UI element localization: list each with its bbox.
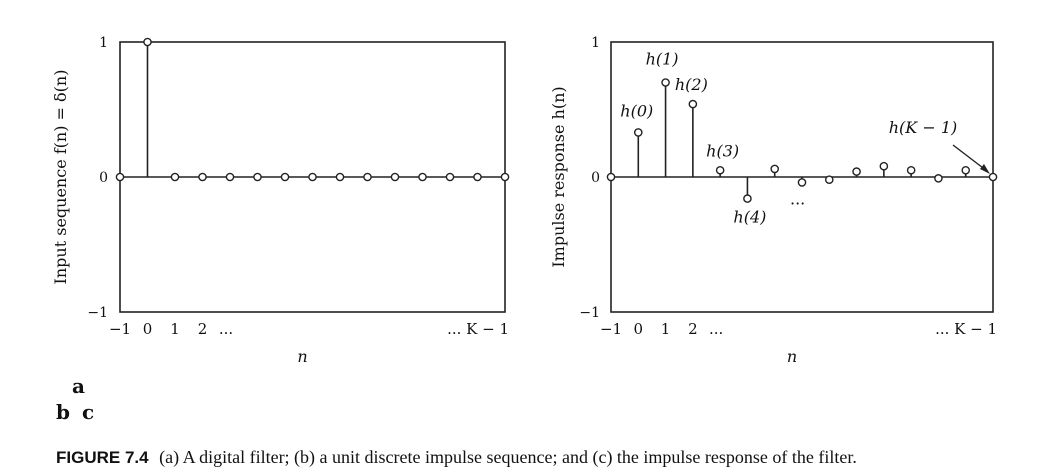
y-tick-label: 1 (99, 35, 108, 51)
stem-marker (253, 172, 262, 182)
stem-marker (606, 172, 616, 182)
arrow-head (980, 164, 990, 174)
y-axis-label: Impulse response h(n) (549, 86, 568, 267)
x-tick-label: 1 (170, 320, 180, 338)
x-tick-label: 2 (198, 320, 208, 338)
stem-marker (770, 164, 780, 174)
x-axis-label: n (297, 347, 307, 366)
stem-marker (335, 172, 345, 182)
stem-marker (688, 99, 698, 109)
stem-marker (934, 174, 943, 183)
panel-label-a: a (72, 374, 85, 398)
y-tick-label: −1 (87, 305, 108, 321)
stem-marker (879, 161, 889, 171)
stem-marker (824, 175, 834, 184)
stem-marker (143, 37, 152, 47)
stem-marker (390, 172, 400, 182)
x-tick-label: ... K − 1 (447, 320, 509, 338)
y-tick-label: 0 (591, 170, 600, 186)
x-tick-label: −1 (600, 320, 622, 338)
annotation-label: h(4) (733, 208, 766, 227)
x-tick-label: −1 (109, 320, 131, 338)
annotation-label: h(3) (706, 141, 739, 160)
x-tick-label: 1 (661, 320, 671, 338)
stem-marker (170, 172, 180, 182)
annotation-label: h(0) (620, 101, 653, 120)
x-tick-label: ... K − 1 (935, 320, 997, 338)
stem-marker (661, 78, 670, 87)
x-axis-label: n (787, 347, 797, 366)
stem-marker (115, 172, 125, 182)
stem-marker (743, 194, 752, 203)
y-tick-label: 0 (99, 170, 108, 186)
stem-marker (797, 178, 807, 187)
stem-marker (633, 128, 643, 137)
stem-marker (906, 165, 916, 175)
stem-marker (715, 165, 725, 175)
y-tick-label: 1 (591, 35, 600, 51)
panel-label-b: b (56, 400, 70, 424)
stem-marker (308, 172, 317, 182)
x-tick-label: ... (709, 320, 723, 338)
stem-marker (280, 172, 290, 182)
stem-marker (988, 172, 998, 182)
x-tick-label: 2 (688, 320, 698, 338)
stem-marker (418, 172, 427, 182)
annotation-label: h(K − 1) (889, 118, 958, 137)
y-tick-label: −1 (579, 305, 600, 321)
annotation-label: h(1) (646, 50, 679, 69)
annotation-label: h(2) (675, 75, 708, 94)
y-axis-label: Input sequence f(n) = δ(n) (51, 70, 70, 285)
stem-marker (445, 172, 455, 182)
x-tick-label: 0 (143, 320, 153, 338)
stem-marker (198, 172, 207, 182)
caption-label: FIGURE 7.4 (56, 448, 149, 467)
annotation-arrow (952, 144, 988, 172)
x-tick-label: ... (219, 320, 233, 338)
figure-caption: FIGURE 7.4 (a) A digital filter; (b) a u… (56, 447, 857, 468)
stem-marker (363, 172, 372, 182)
stem-marker (500, 172, 510, 182)
x-tick-label: 0 (634, 320, 644, 338)
stem-marker (852, 167, 861, 176)
annotation-label: ... (790, 189, 805, 208)
panel-label-c: c (82, 400, 95, 424)
caption-text: (a) A digital filter; (b) a unit discret… (159, 447, 857, 467)
stem-marker (473, 172, 482, 182)
stem-marker (225, 172, 235, 182)
stem-marker (961, 165, 971, 175)
